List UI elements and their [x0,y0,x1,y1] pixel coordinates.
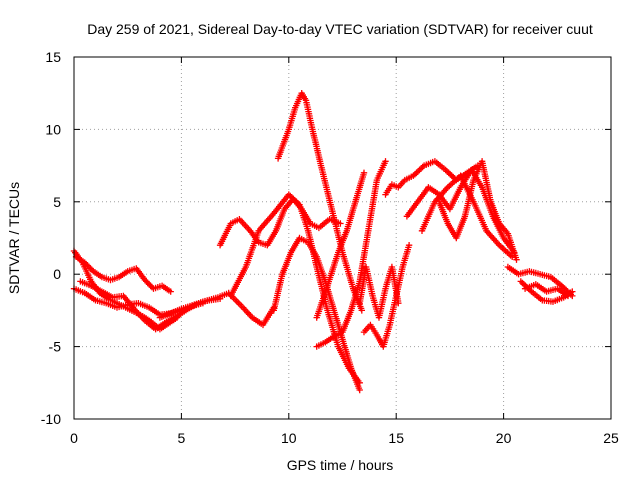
y-tick-label: 5 [53,194,61,210]
y-tick-label: -10 [41,411,61,427]
x-tick-label: 20 [496,430,512,446]
data-point [167,288,174,295]
data-point [358,307,365,314]
data-point [337,220,344,227]
x-tick-label: 5 [178,430,186,446]
plot-frame [73,56,612,420]
data-point [360,169,368,176]
x-tick-label: 25 [603,430,619,446]
chart-title: Day 259 of 2021, Sidereal Day-to-day VTE… [87,21,593,37]
data-series [70,90,576,394]
series-arc-8 [274,90,365,314]
data-point [356,386,363,394]
axis-ticks [73,56,612,420]
y-tick-label: 0 [53,266,61,282]
series-arc-11 [313,169,368,321]
data-point [382,158,389,165]
series-arc-16 [436,158,520,263]
series-arc-10 [313,158,389,350]
series-arc-17 [418,172,516,260]
series-arc-9 [270,234,363,394]
x-tick-label: 10 [281,430,297,446]
y-tick-label: 10 [45,121,61,137]
x-tick-label: 0 [70,430,78,446]
x-tick-label: 15 [388,430,404,446]
series-arc-7 [227,191,363,386]
x-axis-label: GPS time / hours [287,457,394,473]
y-tick-label: -5 [49,339,62,355]
data-point [147,282,154,289]
series-arc-20 [521,281,572,300]
y-tick-labels: -10 -5 0 5 10 15 [41,49,61,427]
data-point [569,288,576,295]
data-point [564,292,572,300]
data-point [141,276,149,284]
series-arc-13 [360,242,413,350]
data-point [509,253,516,260]
y-axis-label: SDTVAR / TECUs [6,182,22,294]
y-tick-label: 15 [45,49,61,65]
series-arc-3 [72,253,174,295]
data-point [83,260,90,268]
data-point [405,242,413,249]
data-point [513,256,520,263]
x-tick-labels: 0 5 10 15 20 25 [70,430,619,446]
series-arc-12 [356,263,402,321]
